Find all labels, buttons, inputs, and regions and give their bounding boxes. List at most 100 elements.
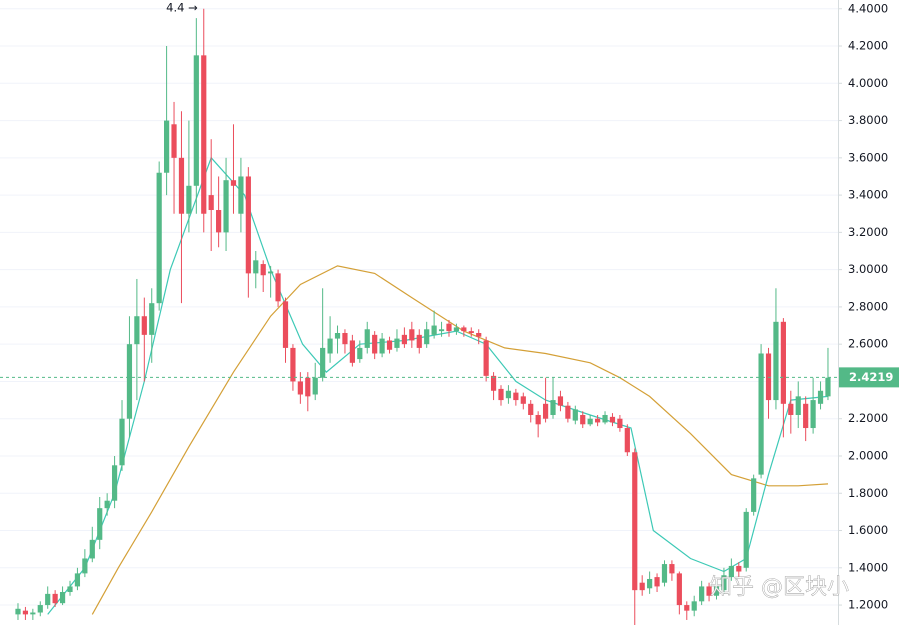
candle-body: [260, 264, 266, 276]
candle-body: [52, 593, 58, 604]
candle-body: [208, 195, 214, 211]
candle-body: [661, 564, 668, 583]
candle-body: [312, 377, 318, 395]
candle-body: [30, 612, 36, 615]
candle-body: [126, 344, 133, 419]
candle-body: [780, 321, 786, 404]
candle-body: [803, 403, 809, 429]
candle-body: [320, 347, 326, 378]
candle-body: [334, 332, 341, 339]
candle-body: [513, 392, 519, 401]
candle-body: [386, 340, 393, 350]
y-tick-label: 4.0000: [848, 76, 888, 90]
candle-body: [349, 340, 355, 363]
candle-body: [245, 176, 251, 274]
candle-body: [178, 157, 185, 214]
candle-body: [654, 577, 660, 587]
candle-body: [520, 396, 526, 404]
y-tick-label: 3.6000: [848, 150, 888, 164]
candle-body: [141, 316, 147, 335]
candle-body: [82, 558, 88, 574]
candle-body: [810, 400, 816, 429]
candle-body: [193, 55, 199, 186]
y-tick-label: 2.8000: [848, 299, 888, 313]
candle-body: [550, 400, 556, 415]
candle-body: [253, 260, 259, 274]
candle-body: [617, 418, 623, 429]
candle-body: [305, 377, 311, 397]
candle-body: [394, 338, 400, 348]
candle-body: [89, 539, 95, 559]
candle-body: [572, 409, 578, 421]
candle-body: [528, 403, 534, 415]
candle-body: [104, 500, 110, 509]
candle-body: [282, 301, 289, 348]
candle-body: [268, 271, 274, 274]
candle-body: [357, 347, 363, 360]
candle-body: [186, 185, 192, 214]
max-annotation: 4.4 →: [166, 1, 198, 15]
candle-body: [483, 340, 489, 376]
candle-body: [476, 332, 482, 337]
candle-body: [676, 573, 682, 606]
candle-body: [557, 396, 564, 406]
candle-body: [171, 124, 177, 158]
candle-body: [542, 403, 549, 419]
candle-body: [609, 416, 616, 423]
candle-body: [773, 321, 779, 401]
candle-body: [691, 601, 697, 611]
watermark: 知乎 @区块小: [710, 575, 849, 600]
candle-body: [736, 565, 742, 572]
candle-body: [67, 586, 73, 593]
candle-body: [461, 327, 467, 332]
candle-body: [97, 508, 103, 540]
y-tick-label: 1.2000: [848, 598, 888, 612]
candle-body: [647, 578, 653, 589]
y-tick-label: 4.2000: [848, 39, 888, 53]
candle-body: [438, 329, 445, 332]
candle-body: [602, 414, 608, 423]
candle-body: [765, 353, 772, 401]
candle-body: [684, 605, 690, 611]
candle-body: [342, 332, 348, 345]
candle-body: [795, 396, 801, 415]
candle-body: [372, 334, 378, 354]
candle-body: [431, 325, 437, 335]
y-tick-label: 3.2000: [848, 225, 888, 239]
candle-body: [327, 338, 333, 354]
candle-body: [453, 327, 460, 332]
y-tick-label: 4.4000: [848, 1, 888, 15]
candle-body: [728, 565, 734, 578]
candle-body: [416, 334, 422, 348]
candle-body: [743, 511, 749, 568]
candle-body: [595, 418, 601, 423]
candle-body: [45, 593, 51, 606]
y-tick-label: 3.0000: [848, 262, 888, 276]
candle-body: [825, 377, 831, 397]
candle-body: [587, 418, 593, 425]
candle-body: [580, 414, 586, 425]
candle-body: [201, 55, 207, 214]
candle-body: [446, 323, 452, 332]
candle-body: [788, 403, 794, 415]
candle-body: [498, 388, 504, 401]
candle-body: [74, 573, 81, 587]
candle-body: [721, 575, 727, 591]
candle-body: [505, 390, 512, 399]
candle-body: [669, 564, 675, 574]
candle-body: [699, 586, 705, 602]
candle-body: [535, 414, 541, 425]
candle-body: [565, 405, 571, 419]
y-tick-label: 1.6000: [848, 523, 888, 537]
candle-body: [401, 334, 407, 345]
y-tick-label: 3.8000: [848, 113, 888, 127]
candle-body: [216, 210, 222, 233]
y-tick-label: 2.0000: [848, 448, 888, 462]
candle-body: [156, 172, 162, 304]
candle-body: [290, 347, 296, 382]
candle-body: [119, 418, 125, 466]
candle-body: [713, 586, 720, 596]
candle-body: [37, 605, 43, 613]
